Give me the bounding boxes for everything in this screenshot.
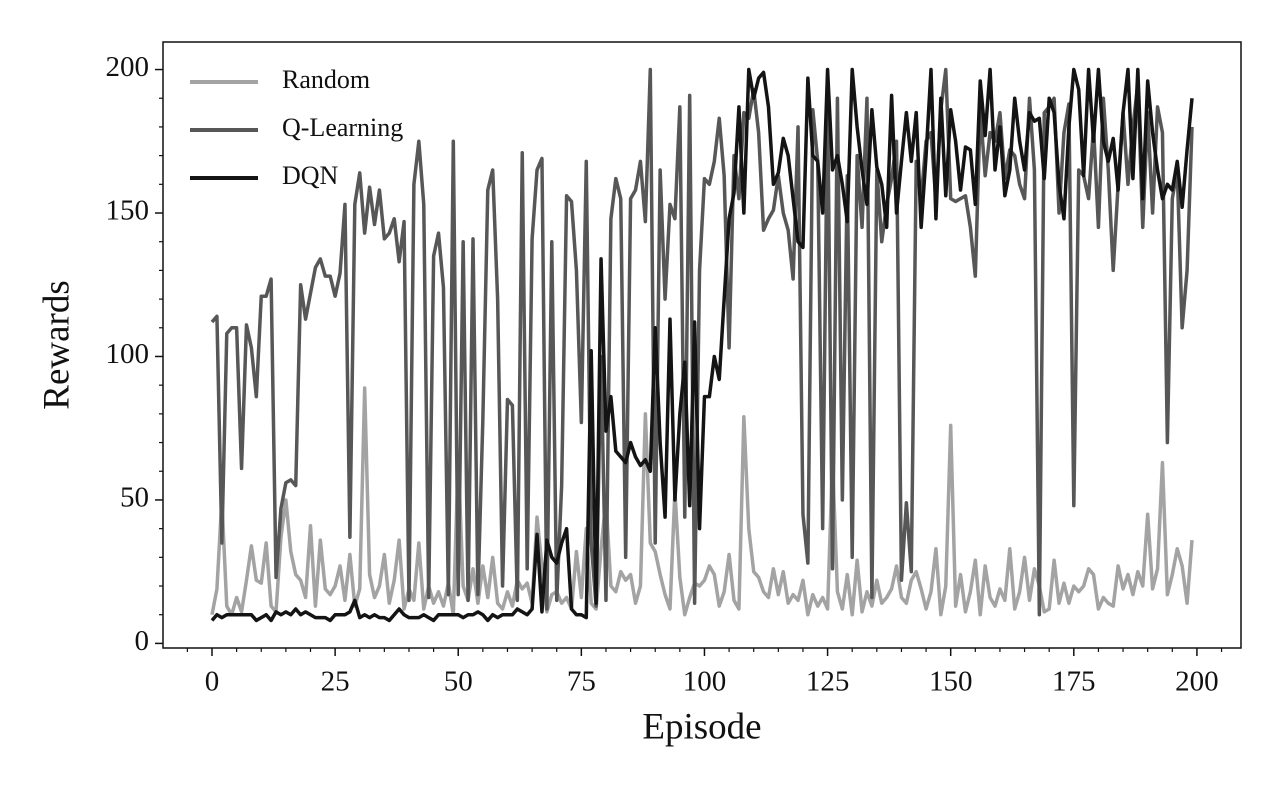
- x-tick-label: 150: [929, 666, 973, 698]
- y-tick-label: 50: [120, 482, 149, 514]
- x-tick-label: 75: [567, 666, 596, 698]
- legend-label: Random: [282, 65, 370, 94]
- x-tick-label: 25: [321, 666, 350, 698]
- x-tick-label: 100: [683, 666, 727, 698]
- x-axis-label: Episode: [642, 706, 761, 747]
- x-tick-label: 0: [205, 666, 220, 698]
- x-tick-label: 200: [1175, 666, 1219, 698]
- series-line: [210, 67, 1194, 623]
- plot-frame: [162, 41, 1242, 649]
- legend-label: DQN: [282, 161, 339, 190]
- y-tick-label: 0: [135, 625, 150, 657]
- x-tick-label: 125: [806, 666, 850, 698]
- y-axis-label: Rewards: [36, 280, 77, 409]
- x-tick-label: 50: [444, 666, 473, 698]
- legend-label: Q-Learning: [282, 113, 403, 142]
- y-tick-label: 150: [106, 195, 150, 227]
- series-line: [210, 386, 1194, 617]
- x-tick-label: 175: [1052, 666, 1096, 698]
- y-tick-label: 100: [106, 338, 150, 370]
- y-tick-label: 200: [106, 51, 150, 83]
